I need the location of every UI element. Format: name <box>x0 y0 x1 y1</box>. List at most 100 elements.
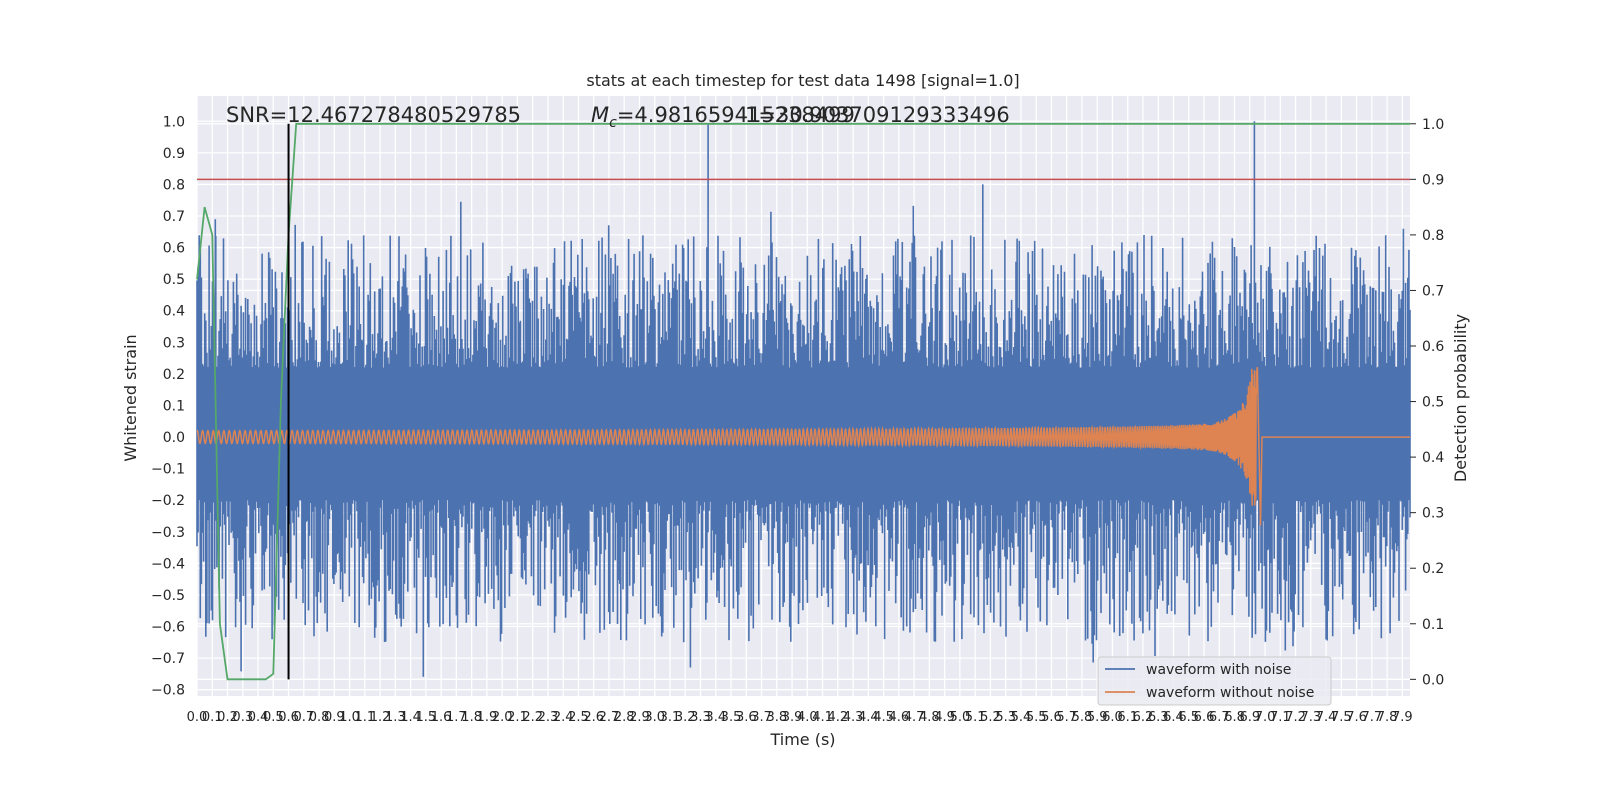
y2-tick-label: 0.5 <box>1422 395 1444 411</box>
x-tick-label: 3.9 <box>782 710 803 725</box>
x-tick-label: 1.8 <box>461 710 482 725</box>
y-tick-label: 0.9 <box>163 146 185 162</box>
y-tick-label: −0.2 <box>151 493 185 509</box>
y-tick-label: 0.8 <box>163 177 185 193</box>
x-tick-label: 5.0 <box>950 710 971 725</box>
x-tick-label: 5.3 <box>995 710 1016 725</box>
y2-tick-label: 1.0 <box>1422 117 1444 133</box>
x-tick-label: 7.0 <box>1255 710 1276 725</box>
y-tick-label: −0.1 <box>151 462 185 478</box>
x-tick-label: 2.9 <box>629 710 650 725</box>
y2-tick-label: 0.1 <box>1422 617 1444 633</box>
x-tick-label: 2.4 <box>553 710 574 725</box>
x-tick-label: 6.8 <box>1224 710 1245 725</box>
y2-tick-label: 0.9 <box>1422 172 1444 188</box>
y2-tick-label: 0.0 <box>1422 672 1444 688</box>
x-tick-label: 5.4 <box>1011 710 1032 725</box>
x-tick-label: 3.8 <box>766 710 787 725</box>
x-tick-label: 6.2 <box>1133 710 1154 725</box>
y2-tick-label: 0.3 <box>1422 506 1444 522</box>
x-tick-label: 1.1 <box>354 710 375 725</box>
x-tick-label: 4.1 <box>812 710 833 725</box>
x-tick-label: 7.2 <box>1285 710 1306 725</box>
y-tick-label: 0.2 <box>163 367 185 383</box>
x-tick-label: 4.0 <box>797 710 818 725</box>
x-tick-label: 2.2 <box>522 710 543 725</box>
overlapping-annotation: 1=30.903709129333496 <box>745 103 1010 127</box>
x-tick-label: 3.4 <box>705 710 726 725</box>
x-tick-label: 0.2 <box>217 710 238 725</box>
y2-tick-label: 0.4 <box>1422 450 1444 466</box>
x-tick-label: 4.6 <box>889 710 910 725</box>
x-tick-label: 5.8 <box>1072 710 1093 725</box>
x-tick-label: 5.5 <box>1026 710 1047 725</box>
x-tick-label: 1.9 <box>477 710 498 725</box>
x-tick-label: 4.7 <box>904 710 925 725</box>
x-tick-label: 5.6 <box>1041 710 1062 725</box>
x-tick-label: 6.9 <box>1239 710 1260 725</box>
chirp-mass-symbol: M <box>591 103 609 127</box>
y-tick-label: −0.6 <box>151 620 185 636</box>
x-tick-label: 5.2 <box>980 710 1001 725</box>
x-tick-label: 2.8 <box>614 710 635 725</box>
x-tick-label: 0.4 <box>248 710 269 725</box>
x-tick-label: 3.3 <box>690 710 711 725</box>
x-tick-label: 5.1 <box>965 710 986 725</box>
x-tick-label: 7.8 <box>1377 710 1398 725</box>
legend-label-noise: waveform with noise <box>1146 662 1291 678</box>
legend-box <box>1097 656 1332 706</box>
y-tick-label: −0.8 <box>151 683 185 699</box>
x-tick-label: 7.5 <box>1331 710 1352 725</box>
y2-tick-label: 0.2 <box>1422 561 1444 577</box>
y-tick-label: 0.6 <box>163 241 185 257</box>
x-tick-label: 2.7 <box>599 710 620 725</box>
x-tick-label: 7.1 <box>1270 710 1291 725</box>
chart-title: stats at each timestep for test data 149… <box>586 71 1019 90</box>
x-tick-label: 0.6 <box>278 710 299 725</box>
x-tick-label: 3.1 <box>660 710 681 725</box>
x-tick-label: 7.4 <box>1316 710 1337 725</box>
x-tick-label: 2.5 <box>568 710 589 725</box>
x-tick-label: 0.8 <box>309 710 330 725</box>
snr-annotation: SNR=12.467278480529785 <box>226 103 521 127</box>
legend-label-clean: waveform without noise <box>1146 685 1314 701</box>
x-tick-label: 0.5 <box>263 710 284 725</box>
x-tick-label: 7.3 <box>1300 710 1321 725</box>
x-tick-label: 3.7 <box>751 710 772 725</box>
y-tick-label: 0.4 <box>163 304 185 320</box>
x-tick-label: 6.4 <box>1163 710 1184 725</box>
y-tick-label: 0.0 <box>163 430 185 446</box>
x-tick-label: 6.6 <box>1194 710 1215 725</box>
x-tick-label: 0.1 <box>202 710 223 725</box>
y-tick-label: −0.7 <box>151 651 185 667</box>
x-tick-label: 3.2 <box>675 710 696 725</box>
detection-probability-line <box>196 122 1410 681</box>
y-tick-label: 0.5 <box>163 272 185 288</box>
x-tick-label: 2.0 <box>492 710 513 725</box>
x-tick-label: 2.1 <box>507 710 528 725</box>
y2-tick-label: 0.6 <box>1422 339 1444 355</box>
x-tick-label: 5.9 <box>1087 710 1108 725</box>
overlays <box>196 122 1410 681</box>
x-axis-label: Time (s) <box>769 730 835 749</box>
x-tick-label: 0.9 <box>324 710 345 725</box>
x-tick-label: 4.4 <box>858 710 879 725</box>
x-tick-label: 6.1 <box>1117 710 1138 725</box>
x-tick-label: 2.6 <box>583 710 604 725</box>
x-tick-label: 7.7 <box>1362 710 1383 725</box>
chirp-mass-subscript: c <box>609 115 617 131</box>
chirp-mass-annotation: Mc=4.981659415238499 <box>591 103 855 131</box>
x-tick-label: 4.3 <box>843 710 864 725</box>
y-tick-label: 0.7 <box>163 209 185 225</box>
x-tick-label: 6.3 <box>1148 710 1169 725</box>
x-tick-label: 1.7 <box>446 710 467 725</box>
y2-axis-label: Detection probability <box>1451 314 1470 482</box>
legend: waveform with noise waveform without noi… <box>1097 656 1332 706</box>
x-tick-label: 0.3 <box>232 710 253 725</box>
y-axis-label: Whitened strain <box>121 334 140 461</box>
x-tick-label: 4.2 <box>827 710 848 725</box>
x-tick-label: 1.0 <box>339 710 360 725</box>
y-tick-label: 0.3 <box>163 335 185 351</box>
x-tick-label: 7.6 <box>1346 710 1367 725</box>
